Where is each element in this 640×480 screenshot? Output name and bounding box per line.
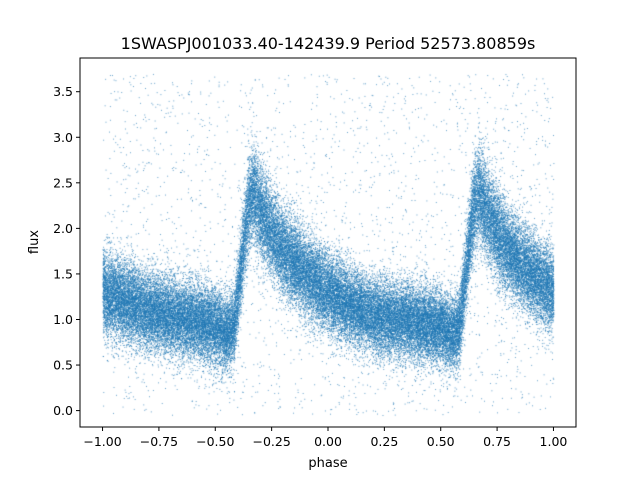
y-tick-label: 3.5	[53, 84, 73, 99]
x-tick-label: −1.00	[83, 434, 121, 449]
x-tick-label: 0.25	[370, 434, 398, 449]
y-tick-label: 1.0	[53, 312, 73, 327]
scatter-points	[80, 58, 576, 427]
y-tick-label: 0.5	[53, 358, 73, 373]
x-tick-label: 0.75	[483, 434, 511, 449]
y-tick-label: 0.0	[53, 403, 73, 418]
y-tick-label: 1.5	[53, 266, 73, 281]
y-tick-label: 3.0	[53, 130, 73, 145]
y-tick-label: 2.0	[53, 221, 73, 236]
y-axis-label: flux	[27, 230, 42, 254]
x-axis: −1.00 −0.75 −0.50 −0.25 0.00 0.25 0.50 0.75 1.00	[83, 427, 567, 449]
y-axis: 0.0 0.5 1.0 1.5 2.0 2.5 3.0 3.5	[53, 84, 80, 418]
x-tick-label: 0.00	[314, 434, 342, 449]
x-tick-label: −0.75	[140, 434, 178, 449]
data-points	[80, 58, 576, 427]
x-tick-label: 0.50	[427, 434, 455, 449]
x-tick-label: −0.25	[252, 434, 290, 449]
x-tick-label: −0.50	[196, 434, 234, 449]
y-tick-label: 2.5	[53, 175, 73, 190]
chart-title: 1SWASPJ001033.40-142439.9 Period 52573.8…	[121, 34, 536, 53]
x-tick-label: 1.00	[540, 434, 568, 449]
x-axis-label: phase	[308, 456, 347, 471]
